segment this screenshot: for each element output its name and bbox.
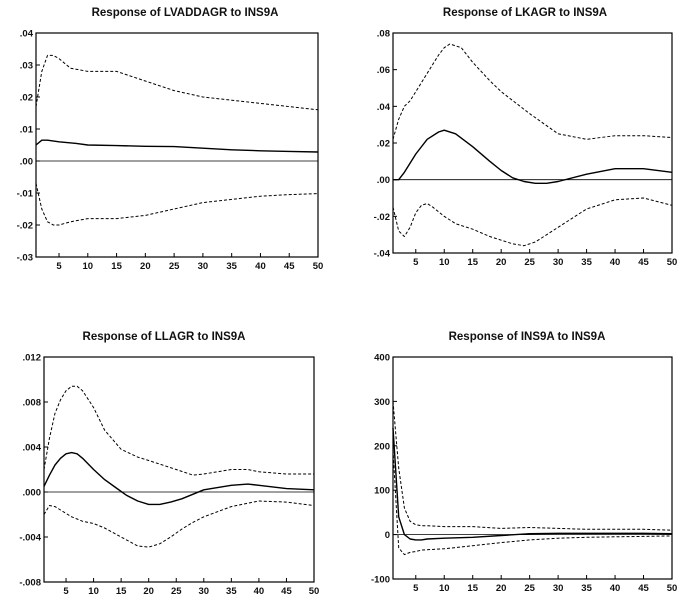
y-tick-label: -.02 [374, 212, 390, 223]
y-tick-label: .02 [377, 139, 390, 150]
x-tick-label: 40 [255, 261, 266, 272]
y-tick-label: .00 [20, 157, 33, 168]
chart-panel-llagr: Response of LLAGR to INS9A -.008 -.004 .00… [19, 331, 319, 597]
x-tick-label: 25 [524, 257, 535, 268]
lower-band-line [392, 450, 673, 556]
y-tick-label: .04 [377, 102, 391, 113]
x-tick-label: 10 [439, 257, 450, 268]
x-tick-label: 25 [169, 261, 180, 272]
x-tick-label: 45 [638, 583, 649, 594]
y-tick-label: .06 [377, 65, 390, 76]
x-tick-label: 30 [198, 261, 209, 272]
y-tick-label: 200 [374, 441, 390, 452]
y-tick-label: .000 [23, 488, 42, 499]
response-line [392, 427, 673, 541]
response-line [393, 129, 673, 184]
x-tick-label: 20 [496, 257, 507, 268]
x-tick-label: 10 [439, 583, 450, 594]
lower-band-line [43, 500, 315, 548]
x-tick-label: 30 [553, 583, 564, 594]
x-tick-label: 25 [524, 583, 535, 594]
response-line [35, 139, 319, 153]
y-tick-label: .004 [23, 443, 42, 454]
y-tick-label: -100 [371, 575, 390, 586]
y-tick-label: 300 [374, 397, 390, 408]
lower-band-line [392, 197, 673, 247]
y-tick-label: .03 [20, 61, 33, 72]
upper-band-line [35, 54, 319, 111]
x-tick-label: 10 [88, 586, 99, 597]
y-tick-label: .008 [23, 398, 42, 409]
x-tick-label: 40 [610, 257, 621, 268]
chart-panel-lvaddagr: Response of LVADDAGR to INS9A -.03 -.02 -.… [17, 7, 324, 272]
x-tick-label: 15 [467, 257, 478, 268]
chart-panel-lkagr: Response of LKAGR to INS9A -.04 -.02 .00 .0… [374, 7, 678, 268]
upper-band-line [392, 43, 673, 140]
x-tick-label: 40 [254, 586, 265, 597]
plot-frame [392, 356, 673, 580]
x-tick-label: 25 [171, 586, 182, 597]
lower-band-line [35, 183, 319, 226]
x-tick-label: 5 [413, 257, 419, 268]
x-tick-label: 30 [553, 257, 564, 268]
y-tick-label: -.01 [17, 189, 34, 200]
upper-band-line [43, 385, 314, 476]
x-tick-label: 20 [496, 583, 507, 594]
plot-frame [392, 32, 673, 254]
y-tick-label: -.008 [19, 578, 41, 589]
y-tick-label: .00 [377, 175, 390, 186]
x-tick-label: 50 [667, 257, 678, 268]
y-tick-label: -.004 [19, 533, 41, 544]
chart-title: Response of LLAGR to INS9A [83, 331, 246, 343]
y-tick-label: .04 [20, 29, 34, 40]
x-tick-label: 50 [309, 586, 320, 597]
y-tick-label: .02 [20, 93, 33, 104]
plot-frame [43, 356, 315, 583]
y-tick-label: 400 [374, 353, 390, 364]
upper-band-line [392, 401, 673, 531]
x-tick-label: 10 [83, 261, 94, 272]
x-tick-label: 35 [226, 586, 237, 597]
y-tick-label: .01 [20, 125, 34, 136]
x-tick-label: 35 [581, 257, 592, 268]
x-tick-label: 15 [111, 261, 122, 272]
x-tick-label: 5 [63, 586, 69, 597]
chart-title: Response of INS9A to INS9A [449, 331, 606, 343]
y-tick-label: -.03 [17, 253, 33, 264]
x-tick-label: 15 [116, 586, 127, 597]
y-tick-label: .012 [23, 353, 42, 364]
x-tick-label: 30 [199, 586, 210, 597]
y-tick-label: -.04 [374, 249, 391, 260]
chart-panel-ins9a: Response of INS9A to INS9A -100 0 100 200 30… [371, 331, 677, 594]
x-tick-label: 15 [467, 583, 478, 594]
x-tick-label: 50 [313, 261, 324, 272]
x-tick-label: 35 [581, 583, 592, 594]
y-tick-label: 100 [374, 486, 390, 497]
y-tick-label: 0 [385, 530, 390, 541]
x-tick-label: 20 [140, 261, 151, 272]
x-tick-label: 50 [667, 583, 678, 594]
x-tick-label: 20 [143, 586, 154, 597]
x-tick-label: 45 [638, 257, 649, 268]
x-tick-label: 5 [413, 583, 419, 594]
y-tick-label: .08 [377, 29, 390, 40]
response-line [43, 451, 315, 506]
x-tick-label: 45 [284, 261, 295, 272]
x-tick-label: 45 [281, 586, 292, 597]
x-tick-label: 5 [56, 261, 62, 272]
chart-title: Response of LVADDAGR to INS9A [92, 7, 279, 19]
y-tick-label: -.02 [17, 221, 33, 232]
chart-title: Response of LKAGR to INS9A [443, 7, 607, 19]
x-tick-label: 35 [226, 261, 237, 272]
plot-frame [35, 32, 319, 258]
x-tick-label: 40 [610, 583, 621, 594]
